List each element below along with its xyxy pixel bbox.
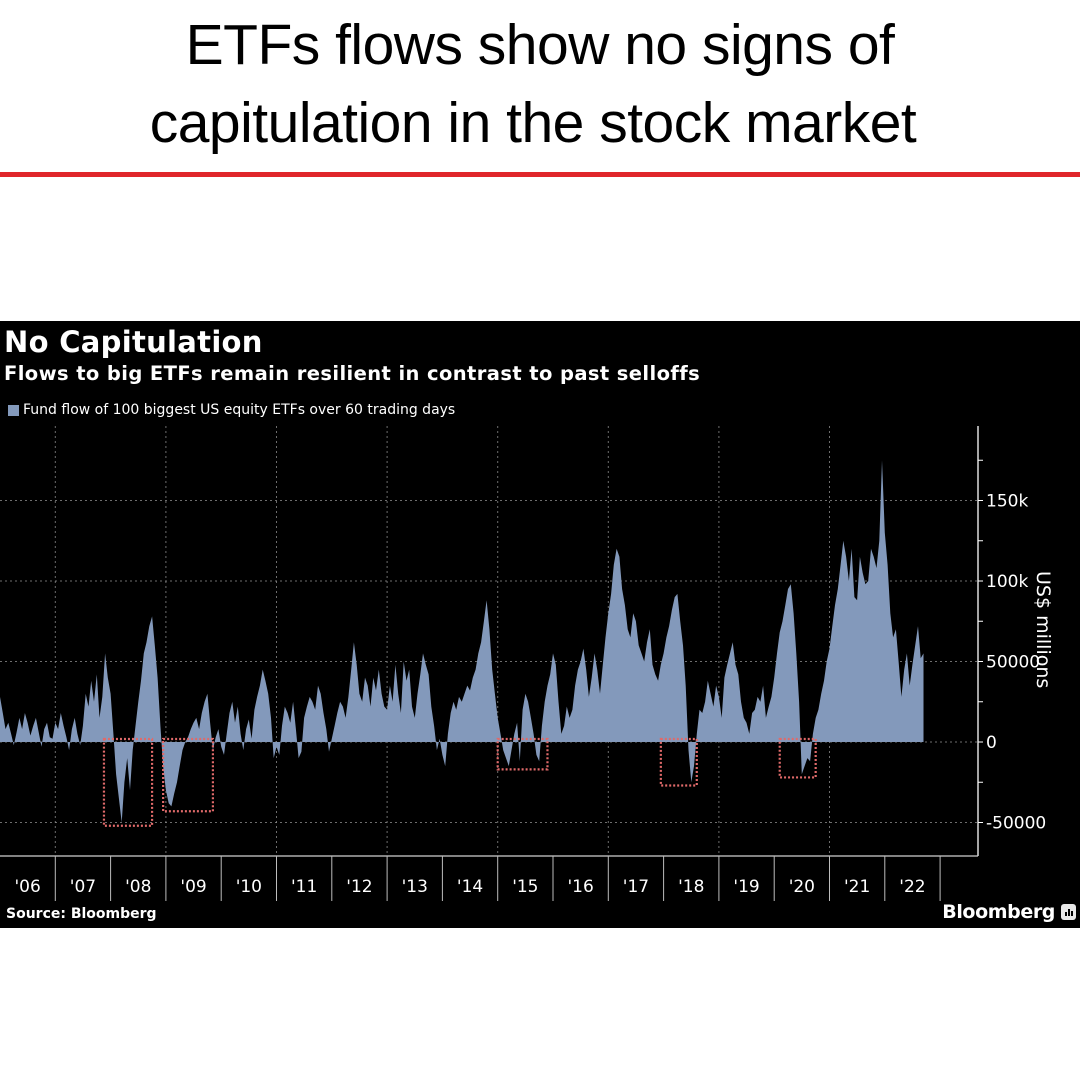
x-tick-label: '07 xyxy=(70,877,96,897)
headline-line-1: ETFs flows show no signs of xyxy=(185,13,895,77)
legend-label: Fund flow of 100 biggest US equity ETFs … xyxy=(23,402,456,418)
axes xyxy=(0,426,979,857)
x-tick-label: '12 xyxy=(346,877,372,897)
headline-line-2: capitulation in the stock market xyxy=(149,91,917,155)
y-axis-ticks: -50000 0 50000 100k 150k xyxy=(978,459,1046,834)
bloomberg-chart-icon xyxy=(1061,904,1076,920)
x-tick-label: '15 xyxy=(512,877,538,897)
y-tick-label: 0 xyxy=(986,733,997,753)
legend-swatch xyxy=(8,404,19,416)
x-tick-label: '06 xyxy=(14,877,40,897)
y-tick-label: 50000 xyxy=(986,653,1040,673)
x-tick-label: '17 xyxy=(623,877,649,897)
x-tick-label: '16 xyxy=(567,877,593,897)
x-axis-ticks: '06 '07 '08 '09 '10 '11 '12 '13 '14 '15 '16 '17 '18 '… xyxy=(14,856,941,901)
x-tick-label: '10 xyxy=(236,877,262,897)
y-tick-label: 100k xyxy=(986,572,1028,592)
y-tick-label: -50000 xyxy=(986,814,1046,834)
red-divider xyxy=(0,172,1080,177)
y-tick-label: 150k xyxy=(986,492,1028,512)
x-tick-label: '18 xyxy=(678,877,704,897)
y-axis-label: US$ millions xyxy=(1032,571,1054,689)
chart-subtitle: Flows to big ETFs remain resilient in co… xyxy=(4,362,701,385)
selloff-highlight-boxes xyxy=(102,737,817,827)
x-tick-label: '09 xyxy=(180,877,206,897)
x-tick-label: '13 xyxy=(402,877,428,897)
page-headline: ETFs flows show no signs of capitulation… xyxy=(0,6,1080,162)
gridlines xyxy=(0,426,978,856)
x-tick-label: '22 xyxy=(899,877,925,897)
x-tick-label: '21 xyxy=(844,877,870,897)
brand-text: Bloomberg xyxy=(942,901,1055,923)
x-tick-label: '20 xyxy=(789,877,815,897)
source-note: Source: Bloomberg xyxy=(6,906,157,922)
flow-area-series xyxy=(0,460,924,823)
chart-title: No Capitulation xyxy=(4,325,263,359)
chart-legend: Fund flow of 100 biggest US equity ETFs … xyxy=(8,402,455,418)
chart-card: No Capitulation Flows to big ETFs remain… xyxy=(0,321,1080,928)
bloomberg-logo: Bloomberg xyxy=(942,901,1076,923)
x-tick-label: '19 xyxy=(733,877,759,897)
x-tick-label: '14 xyxy=(457,877,483,897)
x-tick-label: '11 xyxy=(291,877,317,897)
x-tick-label: '08 xyxy=(125,877,151,897)
